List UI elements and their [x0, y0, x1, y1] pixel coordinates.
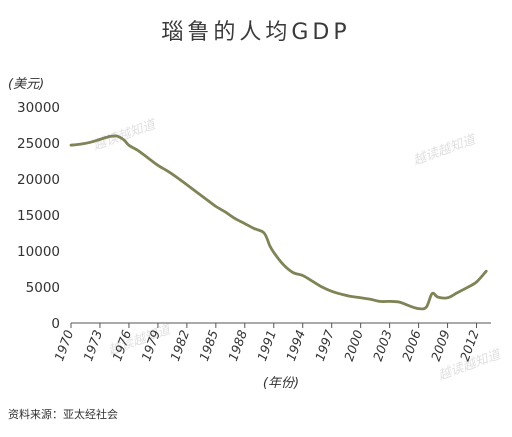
y-axis-unit-label: (美元): [8, 77, 44, 92]
x-tick-label: 1991: [254, 328, 279, 363]
x-tick-label: 1988: [225, 328, 250, 363]
x-tick-label: 1970: [51, 328, 76, 363]
y-tick-label: 0: [51, 316, 60, 332]
x-tick-label: 2006: [399, 328, 424, 363]
x-axis-ticks: 1970 1973 1976 1979 1982 1985 1988 1991 1994 1997…: [51, 323, 482, 363]
y-tick-label: 30000: [17, 100, 60, 116]
x-tick-label: 1997: [312, 328, 337, 363]
x-tick-label: 1985: [196, 328, 221, 363]
watermark-text: 越读越知道: [91, 117, 159, 154]
x-tick-label: 2000: [341, 328, 366, 363]
x-tick-label: 2009: [428, 328, 453, 363]
y-tick-label: 5000: [26, 280, 60, 296]
y-tick-label: 25000: [17, 136, 60, 152]
series-line-gdp-per-capita: [69, 134, 488, 311]
y-axis-ticks: 0 5000 10000 15000 20000 25000 30000: [17, 100, 60, 332]
watermark-text: 越读越知道: [411, 132, 479, 169]
y-tick-label: 10000: [17, 244, 60, 260]
y-tick-label: 15000: [17, 208, 60, 224]
source-note: 资料来源：亚太经社会: [8, 408, 118, 421]
x-tick-label: 1994: [283, 328, 308, 363]
y-tick-label: 20000: [17, 172, 60, 188]
x-tick-label: 2003: [370, 328, 395, 363]
x-tick-label: 1973: [80, 328, 105, 363]
x-axis-label: (年份): [263, 376, 299, 391]
chart-title: 瑙鲁的人均GDP: [161, 20, 351, 45]
